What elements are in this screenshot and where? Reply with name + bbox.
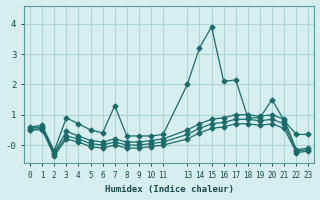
X-axis label: Humidex (Indice chaleur): Humidex (Indice chaleur): [105, 185, 234, 194]
